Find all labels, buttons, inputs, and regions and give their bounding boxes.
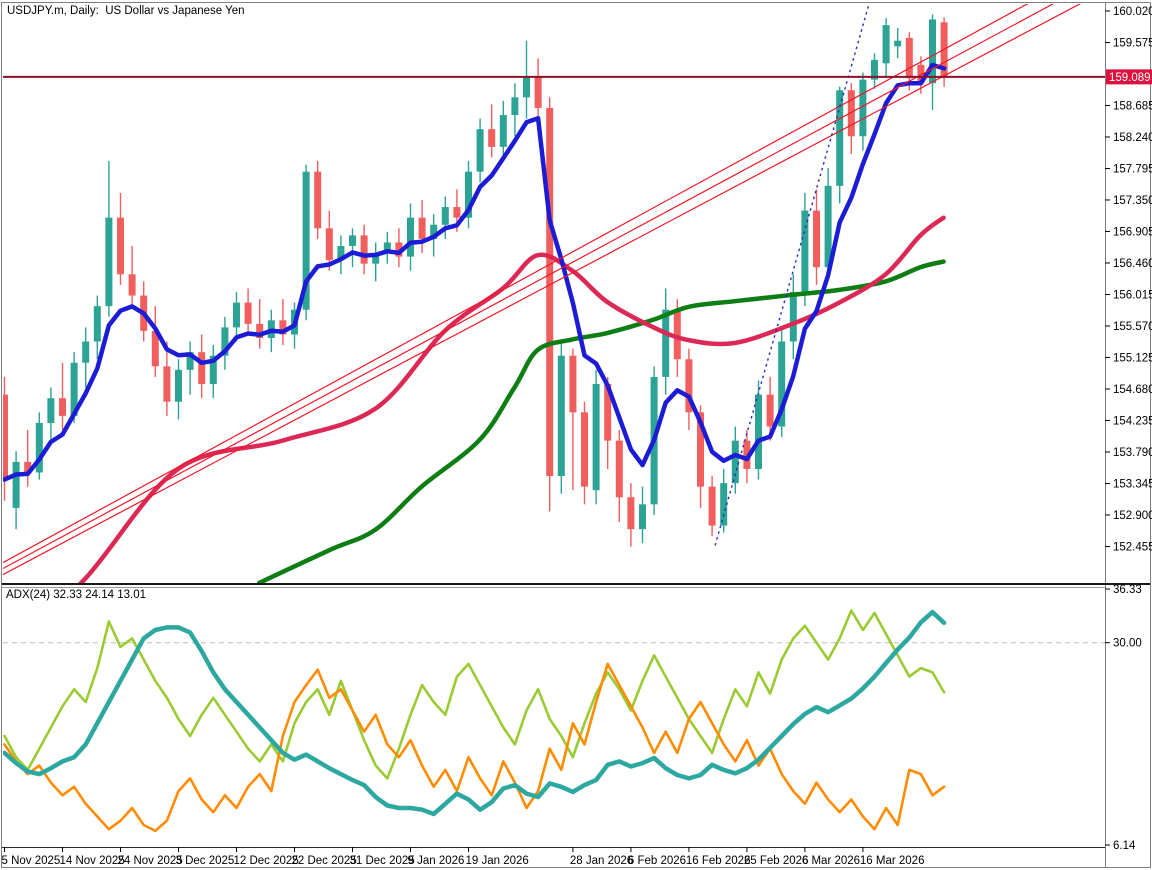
price-tick-label: 158.685 bbox=[1113, 100, 1152, 112]
date-tick-label: 28 Jan 2026 bbox=[570, 855, 633, 867]
price-tick-label: 153.345 bbox=[1113, 478, 1152, 490]
price-tick-label: 160.020 bbox=[1113, 6, 1152, 18]
price-tick-label: 159.575 bbox=[1113, 37, 1152, 49]
price-tick-label: 152.900 bbox=[1113, 510, 1152, 522]
ma-fast-blue bbox=[3, 62, 947, 482]
price-tick-label: 156.460 bbox=[1113, 258, 1152, 270]
adx-axis-label-max: 36.33 bbox=[1113, 584, 1142, 596]
price-tick-label: 158.240 bbox=[1113, 132, 1152, 144]
ma-slow-green bbox=[256, 259, 946, 583]
date-tick-label: 22 Dec 2025 bbox=[292, 855, 357, 867]
date-tick-label: 16 Feb 2026 bbox=[686, 855, 751, 867]
candles[interactable] bbox=[1, 14, 948, 547]
main-pane[interactable] bbox=[1, 0, 1105, 656]
date-tick-label: 5 Nov 2025 bbox=[2, 855, 61, 867]
price-tick-label: 156.905 bbox=[1113, 226, 1152, 238]
date-tick-label: 31 Dec 2025 bbox=[350, 855, 415, 867]
date-tick-label: 16 Mar 2026 bbox=[860, 855, 925, 867]
price-tick-label: 153.790 bbox=[1113, 447, 1152, 459]
date-tick-label: 9 Jan 2026 bbox=[408, 855, 465, 867]
price-tick-label: 155.125 bbox=[1113, 352, 1152, 364]
chart-title: USDJPY.m, Daily: US Dollar vs Japanese Y… bbox=[7, 5, 245, 17]
date-tick-label: 19 Jan 2026 bbox=[466, 855, 529, 867]
price-tick-label: 154.235 bbox=[1113, 415, 1152, 427]
price-axis[interactable]: 160.020 159.575 158.685 158.240 157.795 157.3… bbox=[1105, 6, 1152, 852]
adx-axis-label-min: 6.14 bbox=[1113, 840, 1136, 852]
current-price-badge bbox=[1106, 69, 1152, 85]
date-tick-label: 25 Feb 2026 bbox=[744, 855, 809, 867]
trend-channel[interactable] bbox=[3, 0, 1105, 576]
date-tick-label: 14 Nov 2025 bbox=[60, 855, 125, 867]
price-tick-label: 154.680 bbox=[1113, 384, 1152, 396]
indicator-label: ADX(24) 32.33 24.14 13.01 bbox=[6, 589, 147, 601]
date-tick-label: 12 Dec 2025 bbox=[234, 855, 299, 867]
date-tick-label: 24 Nov 2025 bbox=[118, 855, 183, 867]
price-tick-label: 156.015 bbox=[1113, 289, 1152, 301]
price-tick-label: 157.795 bbox=[1113, 163, 1152, 175]
minus-di-line bbox=[3, 662, 946, 833]
price-tick-label: 155.570 bbox=[1113, 321, 1152, 333]
adx-pane[interactable] bbox=[3, 609, 1105, 833]
date-tick-label: 3 Dec 2025 bbox=[176, 855, 235, 867]
dashed-trendline[interactable] bbox=[714, 0, 872, 546]
ma-mid-red bbox=[78, 215, 946, 583]
adx-axis-label-mid: 30.00 bbox=[1113, 638, 1142, 650]
date-tick-label: 6 Mar 2026 bbox=[802, 855, 860, 867]
adx-main-line bbox=[3, 609, 947, 817]
plus-di-line bbox=[3, 609, 946, 780]
date-tick-label: 6 Feb 2026 bbox=[628, 855, 686, 867]
price-tick-label: 152.455 bbox=[1113, 541, 1152, 553]
price-tick-label: 157.350 bbox=[1113, 195, 1152, 207]
current-price-label: 159.089 bbox=[1109, 72, 1151, 84]
